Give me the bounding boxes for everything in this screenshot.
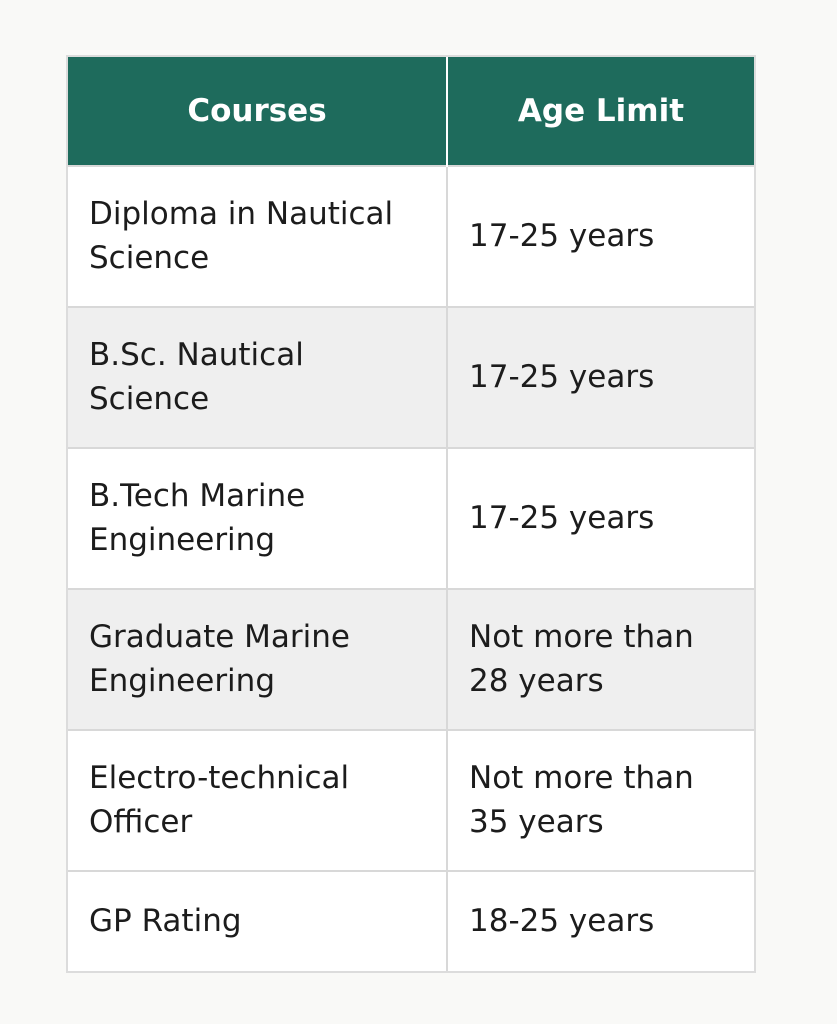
course-cell: Electro-technical Officer [68, 729, 448, 871]
course-cell: B.Sc. Nautical Science [68, 306, 448, 448]
course-cell: Graduate Marine Engineering [68, 588, 448, 730]
table-row: GP Rating 18-25 years [68, 870, 754, 971]
age-limit-table: Courses Age Limit Diploma in Nautical Sc… [66, 55, 756, 973]
table-row: Diploma in Nautical Science 17-25 years [68, 165, 754, 307]
age-limit-cell: 17-25 years [447, 447, 754, 589]
table-row: B.Tech Marine Engineering 17-25 years [68, 447, 754, 589]
table-row: Graduate Marine Engineering Not more tha… [68, 588, 754, 730]
header-age-limit: Age Limit [447, 57, 754, 166]
age-limit-cell: Not more than 35 years [447, 729, 754, 871]
table-header-row: Courses Age Limit [68, 57, 754, 166]
table-row: Electro-technical Officer Not more than … [68, 729, 754, 871]
age-limit-cell: 17-25 years [447, 306, 754, 448]
age-limit-cell: Not more than 28 years [447, 588, 754, 730]
header-courses: Courses [68, 57, 448, 166]
age-limit-cell: 17-25 years [447, 165, 754, 307]
course-cell: Diploma in Nautical Science [68, 165, 448, 307]
table-row: B.Sc. Nautical Science 17-25 years [68, 306, 754, 448]
course-cell: B.Tech Marine Engineering [68, 447, 448, 589]
course-cell: GP Rating [68, 870, 448, 971]
courses-table: Courses Age Limit Diploma in Nautical Sc… [68, 57, 754, 971]
age-limit-cell: 18-25 years [447, 870, 754, 971]
